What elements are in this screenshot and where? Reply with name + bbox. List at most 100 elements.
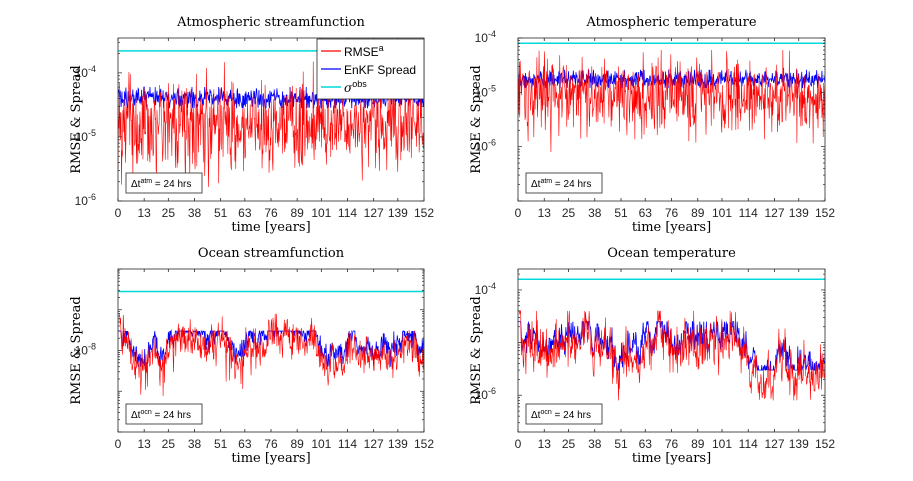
data-layer [118, 290, 424, 397]
chart-title: Atmospheric temperature [585, 15, 756, 30]
annotation-box [125, 403, 203, 425]
timestep-annotation: Δtatm = 24 hrs [125, 172, 203, 194]
x-tick-label: 51 [214, 437, 228, 451]
x-tick-label: 13 [538, 206, 552, 220]
x-tick-label: 0 [115, 206, 122, 220]
x-tick-label: 25 [562, 437, 576, 451]
x-tick-label: 76 [665, 206, 679, 220]
x-tick-label: 76 [665, 437, 679, 451]
annotation-box [525, 172, 603, 194]
x-tick-label: 13 [538, 437, 552, 451]
x-tick-label: 89 [290, 206, 304, 220]
x-tick-label: 63 [639, 437, 653, 451]
x-tick-label: 38 [188, 206, 202, 220]
x-tick-label: 139 [388, 206, 408, 220]
x-axis-label: time [years] [632, 220, 711, 235]
y-tick-label: 10-5 [475, 83, 496, 99]
x-tick-label: 114 [338, 437, 357, 451]
x-tick-label: 13 [137, 206, 151, 220]
x-tick-label: 114 [739, 437, 758, 451]
data-layer [518, 42, 825, 153]
annotation-text: Δtocn = 24 hrs [531, 409, 591, 421]
y-tick-label: 10-6 [75, 192, 96, 208]
chart-panel-2: 0 13 25 38 51 63 76 89 101 114 127 139 152 10-6 10-5 10… [469, 15, 835, 235]
rmse-series-line [118, 61, 424, 187]
chart-panel-1: 0 13 25 38 51 63 76 89 101 114 127 139 152 10-6 10-5 10… [69, 15, 434, 235]
x-tick-label: 89 [691, 206, 705, 220]
y-axis-label: RMSE & Spread [469, 65, 484, 174]
x-tick-label: 0 [515, 437, 522, 451]
x-tick-label: 152 [815, 437, 835, 451]
y-axis-label: RMSE & Spread [469, 296, 484, 405]
x-tick-label: 127 [364, 206, 384, 220]
x-tick-label: 101 [712, 437, 732, 451]
legend: RMSEa EnKF Spread σobs [316, 38, 425, 100]
legend-label-obs: σobs [344, 79, 367, 95]
x-tick-label: 0 [115, 437, 122, 451]
x-tick-label: 63 [238, 206, 252, 220]
x-tick-label: 76 [264, 437, 278, 451]
x-axis-label: time [years] [231, 220, 310, 235]
chart-title: Atmospheric streamfunction [176, 15, 365, 30]
x-tick-label: 0 [515, 206, 522, 220]
timestep-annotation: Δtatm = 24 hrs [525, 172, 603, 194]
annotation-text: Δtatm = 24 hrs [131, 178, 191, 190]
y-tick-label: 10-4 [475, 29, 496, 45]
x-tick-label: 51 [614, 437, 628, 451]
data-layer [518, 278, 825, 401]
x-tick-label: 127 [364, 437, 384, 451]
x-tick-label: 152 [414, 437, 434, 451]
y-tick-label: 10-4 [75, 64, 96, 80]
annotation-box [525, 403, 603, 425]
legend-label-rmse: RMSEa [344, 43, 384, 59]
x-tick-label: 101 [311, 206, 331, 220]
x-tick-label: 101 [311, 437, 331, 451]
x-tick-label: 51 [214, 206, 228, 220]
x-tick-label: 114 [338, 206, 357, 220]
rmse-series-line [118, 313, 424, 397]
chart-title: Ocean temperature [607, 246, 736, 261]
x-axis-label: time [years] [632, 451, 711, 466]
annotation-text: Δtatm = 24 hrs [531, 178, 591, 190]
x-tick-label: 139 [789, 437, 809, 451]
x-tick-label: 139 [789, 206, 809, 220]
x-tick-label: 101 [712, 206, 732, 220]
x-tick-label: 114 [739, 206, 758, 220]
annotation-text: Δtocn = 24 hrs [131, 409, 191, 421]
x-tick-label: 63 [639, 206, 653, 220]
x-tick-label: 25 [162, 206, 176, 220]
x-tick-label: 63 [238, 437, 252, 451]
x-tick-label: 38 [588, 437, 602, 451]
y-axis-label: RMSE & Spread [69, 65, 84, 174]
y-tick-label: 10-6 [475, 386, 496, 402]
x-tick-label: 25 [562, 206, 576, 220]
x-tick-label: 89 [691, 437, 705, 451]
x-tick-label: 152 [815, 206, 835, 220]
x-tick-label: 13 [137, 437, 151, 451]
y-axis-label: RMSE & Spread [69, 296, 84, 405]
spread-series-line [118, 86, 424, 110]
y-tick-label: 10-8 [75, 342, 96, 358]
x-tick-label: 25 [162, 437, 176, 451]
x-tick-label: 38 [588, 206, 602, 220]
rmse-series-line [518, 50, 825, 153]
y-tick-label: 10-5 [75, 128, 96, 144]
chart-panel-3: 0 13 25 38 51 63 76 89 101 114 127 139 152 10-8 Ocean … [69, 246, 434, 466]
chart-title: Ocean streamfunction [198, 246, 345, 261]
y-tick-label: 10-4 [475, 281, 496, 297]
x-axis-label: time [years] [231, 451, 310, 466]
x-tick-label: 38 [188, 437, 202, 451]
annotation-box [125, 172, 203, 194]
y-tick-label: 10-6 [475, 138, 496, 154]
x-tick-label: 127 [764, 437, 784, 451]
timestep-annotation: Δtocn = 24 hrs [525, 403, 603, 425]
rmse-series-line [518, 309, 825, 401]
legend-label-spread: EnKF Spread [344, 63, 416, 77]
x-tick-label: 76 [264, 206, 278, 220]
x-tick-label: 152 [414, 206, 434, 220]
x-tick-label: 139 [388, 437, 408, 451]
x-tick-label: 127 [764, 206, 784, 220]
timestep-annotation: Δtocn = 24 hrs [125, 403, 203, 425]
x-tick-label: 89 [290, 437, 304, 451]
